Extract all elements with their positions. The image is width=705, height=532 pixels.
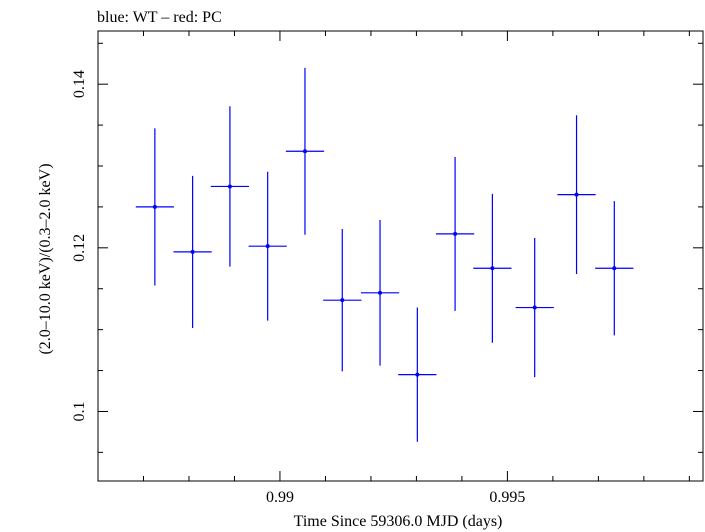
- data-points: [135, 67, 634, 442]
- data-point: [557, 115, 596, 274]
- data-marker: [340, 298, 345, 303]
- data-marker: [190, 249, 195, 254]
- data-point: [248, 171, 287, 321]
- x-tick-label: 0.995: [489, 489, 525, 506]
- data-point: [435, 157, 475, 311]
- plot-frame: [97, 30, 704, 482]
- data-point: [398, 307, 437, 442]
- y-tick-label: 0.12: [71, 234, 88, 262]
- x-tick-label: 0.99: [266, 489, 294, 506]
- data-marker: [415, 372, 420, 377]
- data-point: [135, 128, 174, 286]
- data-marker: [574, 192, 579, 197]
- data-point: [285, 67, 325, 235]
- chart-title: blue: WT – red: PC: [97, 9, 222, 26]
- data-marker: [532, 305, 537, 310]
- data-marker: [302, 149, 307, 154]
- data-point: [595, 201, 634, 336]
- data-marker: [265, 244, 270, 249]
- y-axis-label: (2.0–10.0 keV)/(0.3–2.0 keV): [37, 163, 54, 354]
- data-point: [473, 193, 512, 343]
- data-point: [323, 229, 362, 372]
- y-tick-label: 0.14: [71, 70, 88, 98]
- data-marker: [152, 204, 157, 209]
- x-axis-label: Time Since 59306.0 MJD (days): [294, 513, 503, 530]
- data-point: [173, 175, 212, 328]
- data-point: [210, 106, 250, 267]
- data-point: [360, 220, 400, 366]
- y-tick-label: 0.1: [71, 401, 88, 421]
- data-marker: [612, 266, 617, 271]
- data-marker: [227, 184, 232, 189]
- data-marker: [453, 231, 458, 236]
- data-marker: [490, 266, 495, 271]
- axis-ticks: 0.99 0.995 0.1 0.12 0.14: [71, 31, 703, 506]
- data-point: [515, 238, 554, 378]
- data-marker: [378, 290, 383, 295]
